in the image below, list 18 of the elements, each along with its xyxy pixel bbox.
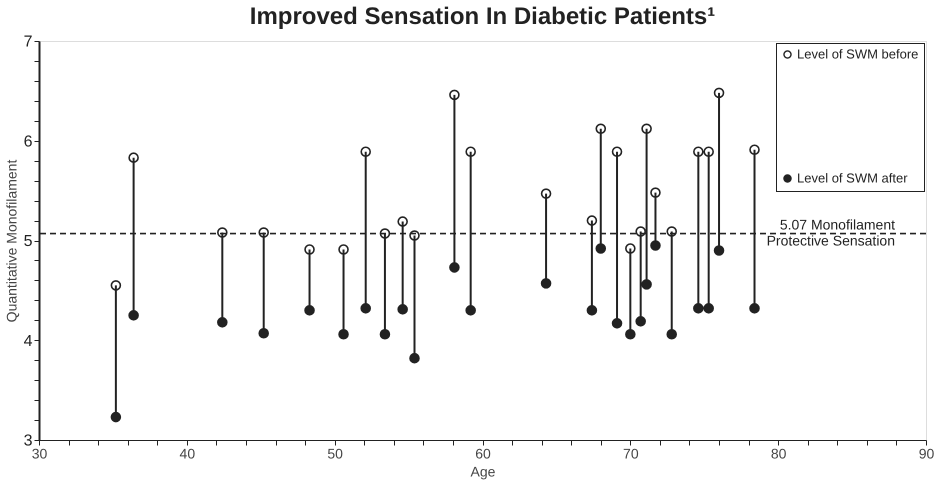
x-tick-label: 30 (32, 446, 48, 462)
x-tick-label: 60 (475, 446, 491, 462)
x-tick-label: 40 (180, 446, 196, 462)
x-tick-label: 50 (327, 446, 344, 462)
legend-label: Level of SWM before (797, 46, 918, 62)
chart-title: Improved Sensation In Diabetic Patients¹ (250, 3, 716, 30)
y-tick-label: 4 (24, 332, 33, 350)
y-tick-label: 6 (24, 133, 33, 150)
y-axis-title: Quantitative Monofilament (4, 160, 20, 322)
x-tick-label: 70 (623, 446, 639, 462)
x-tick-label: 90 (918, 446, 934, 462)
legend-label: Level of SWM after (797, 170, 908, 186)
x-axis-title: Age (470, 464, 496, 480)
y-tick-label: 3 (24, 432, 33, 450)
ref-line-label: 5.07 Monofilament Protective Sensation (766, 216, 896, 249)
y-tick-label: 5 (24, 233, 33, 250)
x-tick-label: 80 (770, 446, 787, 462)
y-tick-label: 7 (24, 34, 33, 50)
